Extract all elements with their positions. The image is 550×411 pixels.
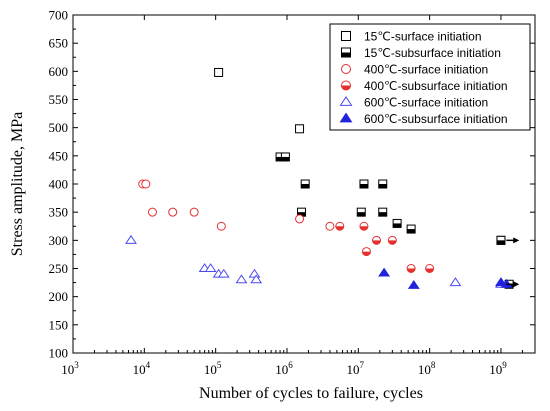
data-point: [214, 67, 224, 77]
data-point-fill: [407, 229, 416, 234]
series-4: [335, 221, 435, 273]
x-tick-label: 103: [61, 360, 79, 377]
y-tick-label: 550: [49, 92, 69, 107]
legend-label: 15℃-surface initiation: [364, 30, 482, 44]
data-point: [168, 207, 178, 217]
y-axis: 100 150 200 250 300 350 400 450 500 550 600 650 700: [49, 8, 535, 361]
data-point-fill: [425, 268, 434, 273]
legend-marker: [341, 64, 351, 74]
x-tick-label: 108: [418, 360, 436, 377]
runout-arrow-head: [513, 281, 520, 288]
data-point: [407, 279, 420, 289]
x-tick-label: 107: [347, 360, 365, 377]
y-tick-label: 100: [49, 346, 69, 361]
legend-marker-fill: [341, 52, 351, 57]
y-tick-label: 200: [49, 289, 69, 304]
x-tick-label: 105: [204, 360, 222, 377]
y-tick-label: 150: [49, 317, 69, 332]
y-tick-label: 700: [49, 8, 69, 23]
x-axis-title: Number of cycles to failure, cycles: [199, 385, 423, 402]
series-3: [138, 179, 335, 231]
legend-marker-fill: [341, 85, 351, 90]
legend-box: [329, 23, 531, 131]
data-point-fill: [297, 212, 306, 217]
legend-label: 15℃-subsurface initiation: [364, 46, 501, 60]
legend-label: 400℃-surface initiation: [364, 63, 488, 77]
x-tick-label: 104: [133, 360, 151, 377]
data-point: [235, 274, 248, 284]
y-tick-label: 400: [49, 177, 69, 192]
y-tick-label: 650: [49, 36, 69, 51]
data-point: [216, 221, 226, 231]
data-point: [189, 207, 199, 217]
data-point-fill: [407, 268, 416, 273]
legend-label: 600℃-surface initiation: [364, 96, 488, 110]
data-point: [295, 214, 305, 224]
legend-marker: [339, 112, 353, 123]
y-axis-title: Stress amplitude, MPa: [9, 112, 26, 256]
data-point: [125, 234, 137, 244]
data-point-fill: [276, 156, 285, 161]
x-tick-label: 106: [275, 360, 293, 377]
legend: 15℃-surface initiation 15℃-subsurface ini…: [329, 23, 531, 131]
runout-arrow: [506, 237, 520, 244]
data-point-fill: [335, 226, 344, 231]
data-point: [204, 263, 217, 272]
data-point-fill: [388, 240, 397, 245]
y-tick-label: 500: [49, 120, 69, 135]
data-point-fill: [372, 240, 381, 245]
data-point-fill: [301, 184, 310, 188]
data-point-fill: [281, 156, 290, 161]
data-point: [250, 274, 263, 284]
data-point-fill: [362, 251, 371, 256]
legend-marker: [341, 31, 351, 41]
y-tick-label: 250: [49, 261, 69, 276]
y-tick-label: 350: [49, 205, 69, 220]
data-point: [141, 179, 151, 189]
x-tick-label: 109: [489, 360, 507, 377]
x-axis: 103 104 105 106 107 108 109: [61, 15, 536, 377]
legend-label: 600℃-subsurface initiation: [364, 112, 508, 126]
legend-label: 400℃-subsurface initiation: [364, 79, 508, 93]
data-point-fill: [393, 223, 402, 228]
data-point-fill: [496, 240, 505, 245]
data-point: [217, 268, 230, 278]
data-point-fill: [378, 184, 387, 188]
data-point: [449, 277, 462, 287]
data-point-fill: [357, 212, 366, 217]
legend-marker: [339, 96, 353, 106]
data-point: [325, 221, 335, 231]
runout-arrow: [506, 281, 520, 288]
data-point: [147, 207, 157, 217]
data-point-fill: [359, 226, 368, 231]
data-point: [295, 124, 305, 134]
data-point-fill: [359, 184, 368, 188]
y-tick-label: 300: [49, 233, 69, 248]
data-point: [378, 267, 391, 277]
data-points: [125, 67, 520, 289]
data-point-fill: [378, 212, 387, 217]
runout-arrow-head: [513, 237, 520, 244]
y-tick-label: 450: [49, 148, 69, 163]
y-tick-label: 600: [49, 64, 69, 79]
